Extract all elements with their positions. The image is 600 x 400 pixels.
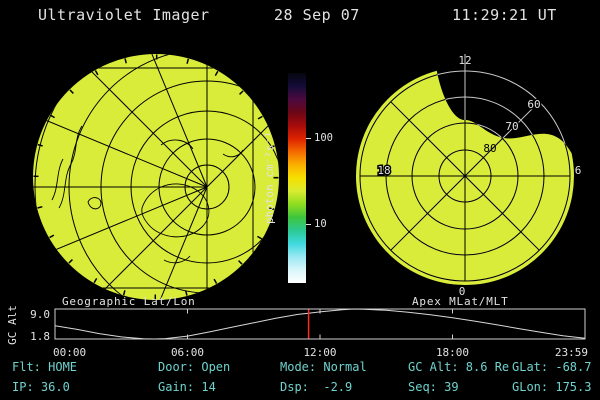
xtick-0000: 00:00 bbox=[53, 346, 86, 359]
chart-ticks bbox=[187, 309, 453, 339]
geo-grid bbox=[33, 54, 279, 300]
status-dsp: Dsp: -2.9 bbox=[280, 380, 353, 394]
colorbar-tick-10-mark bbox=[306, 224, 311, 225]
mlat-label-80: 80 bbox=[483, 142, 496, 155]
status-seq: Seq: 39 bbox=[408, 380, 459, 394]
earth-disk-image bbox=[33, 54, 279, 300]
time-label: 11:29:21 UT bbox=[452, 6, 557, 24]
apex-caption: Apex MLat/MLT bbox=[412, 295, 509, 308]
status-flt: Flt: HOME bbox=[12, 360, 78, 374]
mlt-label-6: 6 bbox=[575, 164, 582, 177]
colorbar-tick-100: 100 bbox=[314, 132, 333, 144]
xtick-2359: 23:59 bbox=[555, 346, 588, 359]
status-door: Door: Open bbox=[158, 360, 231, 374]
apex-panel: 12 18 6 0 80 70 60 bbox=[355, 53, 583, 300]
gc-alt-axis-label: GC Alt bbox=[6, 305, 19, 345]
status-glon: GLon: 175.3 bbox=[512, 380, 592, 394]
mlat-label-60: 60 bbox=[527, 98, 540, 111]
status-glat: GLat: -68.7 bbox=[512, 360, 592, 374]
xtick-0600: 06:00 bbox=[171, 346, 204, 359]
mlt-label-18: 18 bbox=[377, 164, 390, 177]
y-min-label: 1.8 bbox=[30, 330, 50, 343]
status-gain: Gain: 14 bbox=[158, 380, 216, 394]
rim-ticks bbox=[33, 54, 279, 300]
colorbar: photon cm⁻²s⁻¹ 100 10 bbox=[255, 70, 365, 288]
plot-frame bbox=[33, 67, 254, 289]
xtick-1800: 18:00 bbox=[436, 346, 469, 359]
colorbar-gradient bbox=[288, 73, 306, 283]
strip-chart: GC Alt 9.0 1.8 00:00 06:00 12:00 18:00 2… bbox=[6, 305, 588, 359]
status-gc-alt: GC Alt: 8.6 Re bbox=[408, 360, 510, 374]
geo-caption: Geographic Lat/Lon bbox=[62, 295, 196, 308]
geographic-panel bbox=[33, 54, 279, 300]
status-mode: Mode: Normal bbox=[280, 360, 367, 374]
xtick-1200: 12:00 bbox=[303, 346, 336, 359]
mlat-label-70: 70 bbox=[505, 120, 518, 133]
date-label: 28 Sep 07 bbox=[274, 6, 360, 24]
colorbar-tick-100-mark bbox=[306, 138, 311, 139]
colorbar-tick-10: 10 bbox=[314, 218, 327, 230]
gc-alt-curve bbox=[54, 308, 586, 340]
y-max-label: 9.0 bbox=[30, 308, 50, 321]
app-title: Ultraviolet Imager bbox=[38, 6, 210, 24]
colorbar-label: photon cm⁻²s⁻¹ bbox=[263, 131, 276, 225]
coastlines bbox=[51, 125, 244, 264]
status-ip: IP: 36.0 bbox=[12, 380, 70, 394]
mlt-label-0: 0 bbox=[459, 285, 466, 298]
